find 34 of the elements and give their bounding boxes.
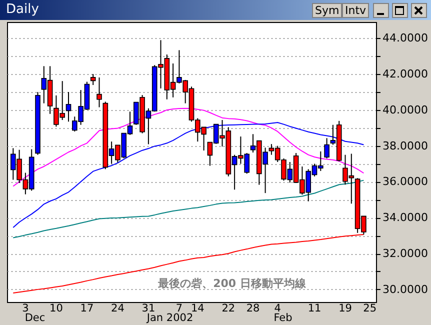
x-tick-label: 11 [308,302,322,314]
x-tick-label: 3 [22,302,29,314]
y-tick-label: 44.0000 [382,32,428,45]
x-tick-label: 25 [363,302,377,314]
candlestick [90,74,96,86]
x-tick-label: 19 [338,302,352,314]
text: Dec [24,312,46,324]
candlestick [324,138,330,159]
candlestick [66,92,72,122]
x-tick-label: 22 [222,302,236,314]
y-tick-label: 32.0000 [382,247,428,260]
chart-title: Daily [6,2,39,17]
y-tick-label: 34.0000 [382,211,428,224]
y-tick-label: 36.0000 [382,175,428,188]
text: Jan 2002 [146,312,194,324]
x-tick-label: 10 [50,302,63,314]
x-tick-label: 4 [274,302,282,314]
text: Feb [274,312,293,324]
text: Intv [342,3,370,18]
x-tick-label: 24 [111,302,125,314]
y-tick-label: 42.0000 [382,68,428,81]
candlestick [96,76,102,108]
line-series [12,108,364,187]
line-series [12,180,364,238]
y-tick-label: 38.0000 [382,139,428,152]
x-tick-label: 31 [142,302,156,314]
y-tick-label: 40.0000 [382,103,428,116]
x-tick-label: 14 [190,302,205,314]
x-tick-label: 28 [246,302,260,314]
annotation: 最後の砦、200 日移動平均線 [157,277,307,290]
text: Sym [312,3,342,18]
y-tick-label: 30.0000 [382,282,428,296]
x-tick-label: 17 [80,302,94,314]
x-tick-label: 7 [176,302,183,314]
